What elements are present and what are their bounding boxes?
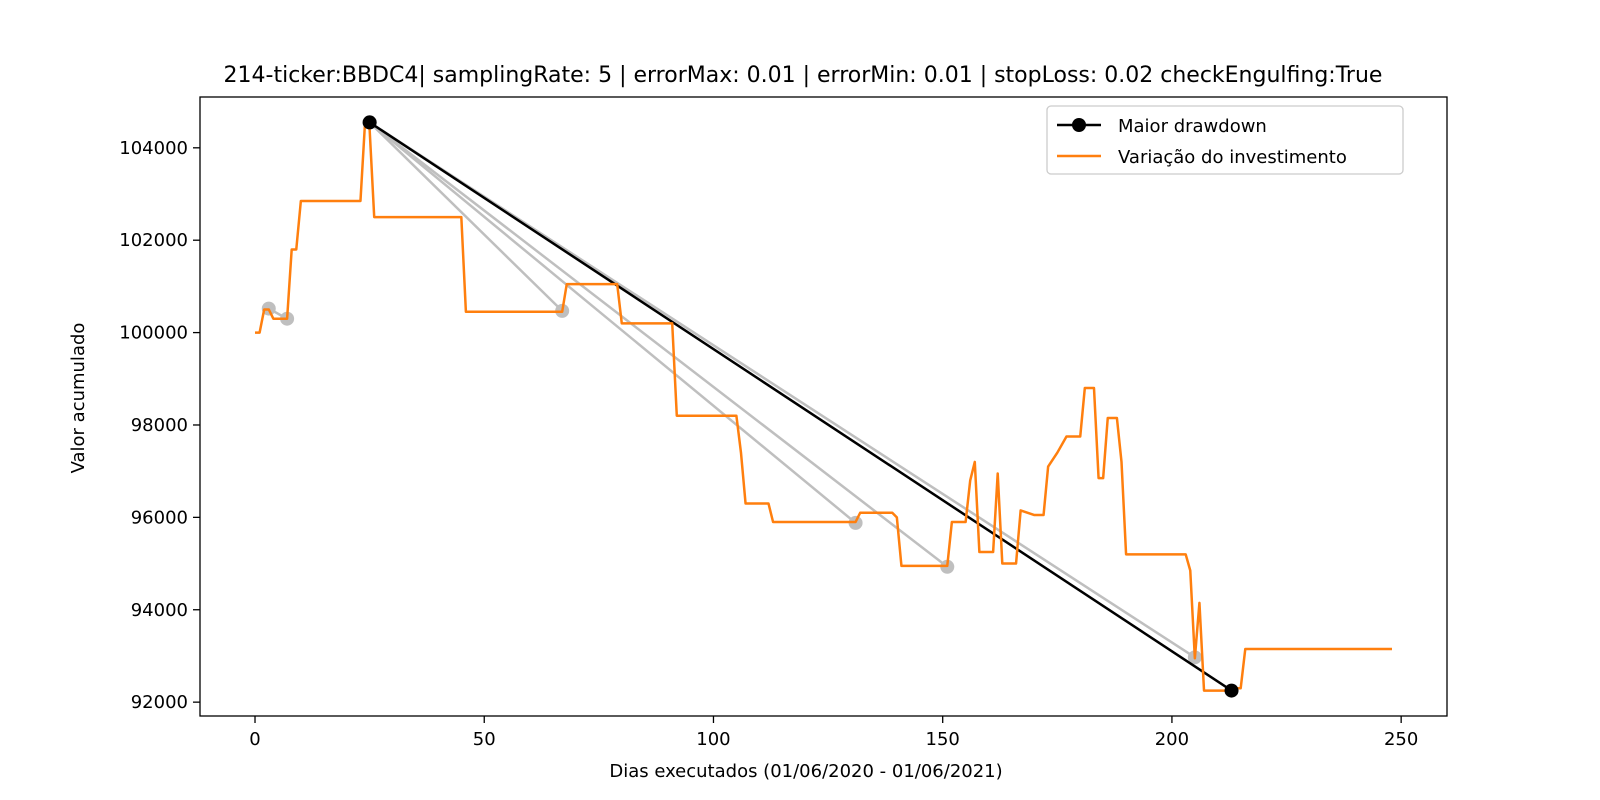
y-tick-label: 102000: [119, 230, 188, 251]
x-tick-label: 100: [696, 729, 730, 750]
drawdown-layer: [368, 121, 1233, 692]
max-drawdown-point: [362, 115, 377, 130]
secondary-drawdown-line: [368, 121, 949, 568]
secondary-drawdown-line: [368, 121, 1196, 659]
legend-label-drawdown: Maior drawdown: [1118, 116, 1267, 137]
y-tick-label: 92000: [131, 692, 188, 713]
drawdown-marker-layer: [362, 115, 1239, 698]
plot-area: [255, 115, 1392, 698]
plot-frame: [199, 96, 1448, 717]
x-tick-label: 200: [1155, 729, 1189, 750]
x-axis-label: Dias executados (01/06/2020 - 01/06/2021…: [609, 761, 1002, 782]
legend: Maior drawdown Variação do investimento: [1046, 105, 1404, 175]
max-drawdown-line: [368, 121, 1233, 692]
y-axis-label: Valor acumulado: [68, 323, 89, 474]
legend-label-investment: Variação do investimento: [1118, 147, 1347, 168]
x-tick-label: 0: [249, 729, 260, 750]
x-tick-label: 50: [473, 729, 496, 750]
y-axis: 92000 94000 96000 98000 100000 102000 104000: [119, 138, 200, 713]
y-tick-label: 100000: [119, 323, 188, 344]
max-drawdown-point: [1224, 683, 1239, 698]
legend-box: [1046, 105, 1404, 175]
legend-drawdown-marker: [1072, 118, 1086, 132]
chart-title: 214-ticker:BBDC4| samplingRate: 5 | erro…: [224, 63, 1383, 88]
x-tick-label: 250: [1384, 729, 1418, 750]
x-axis: 0 50 100 150 200 250: [249, 716, 1418, 750]
x-tick-label: 150: [926, 729, 960, 750]
y-tick-label: 94000: [131, 600, 188, 621]
y-tick-label: 104000: [119, 138, 188, 159]
secondary-drawdown-line: [368, 121, 857, 524]
secondary-drawdown-line: [368, 121, 564, 312]
y-tick-label: 98000: [131, 415, 188, 436]
y-tick-label: 96000: [131, 507, 188, 528]
